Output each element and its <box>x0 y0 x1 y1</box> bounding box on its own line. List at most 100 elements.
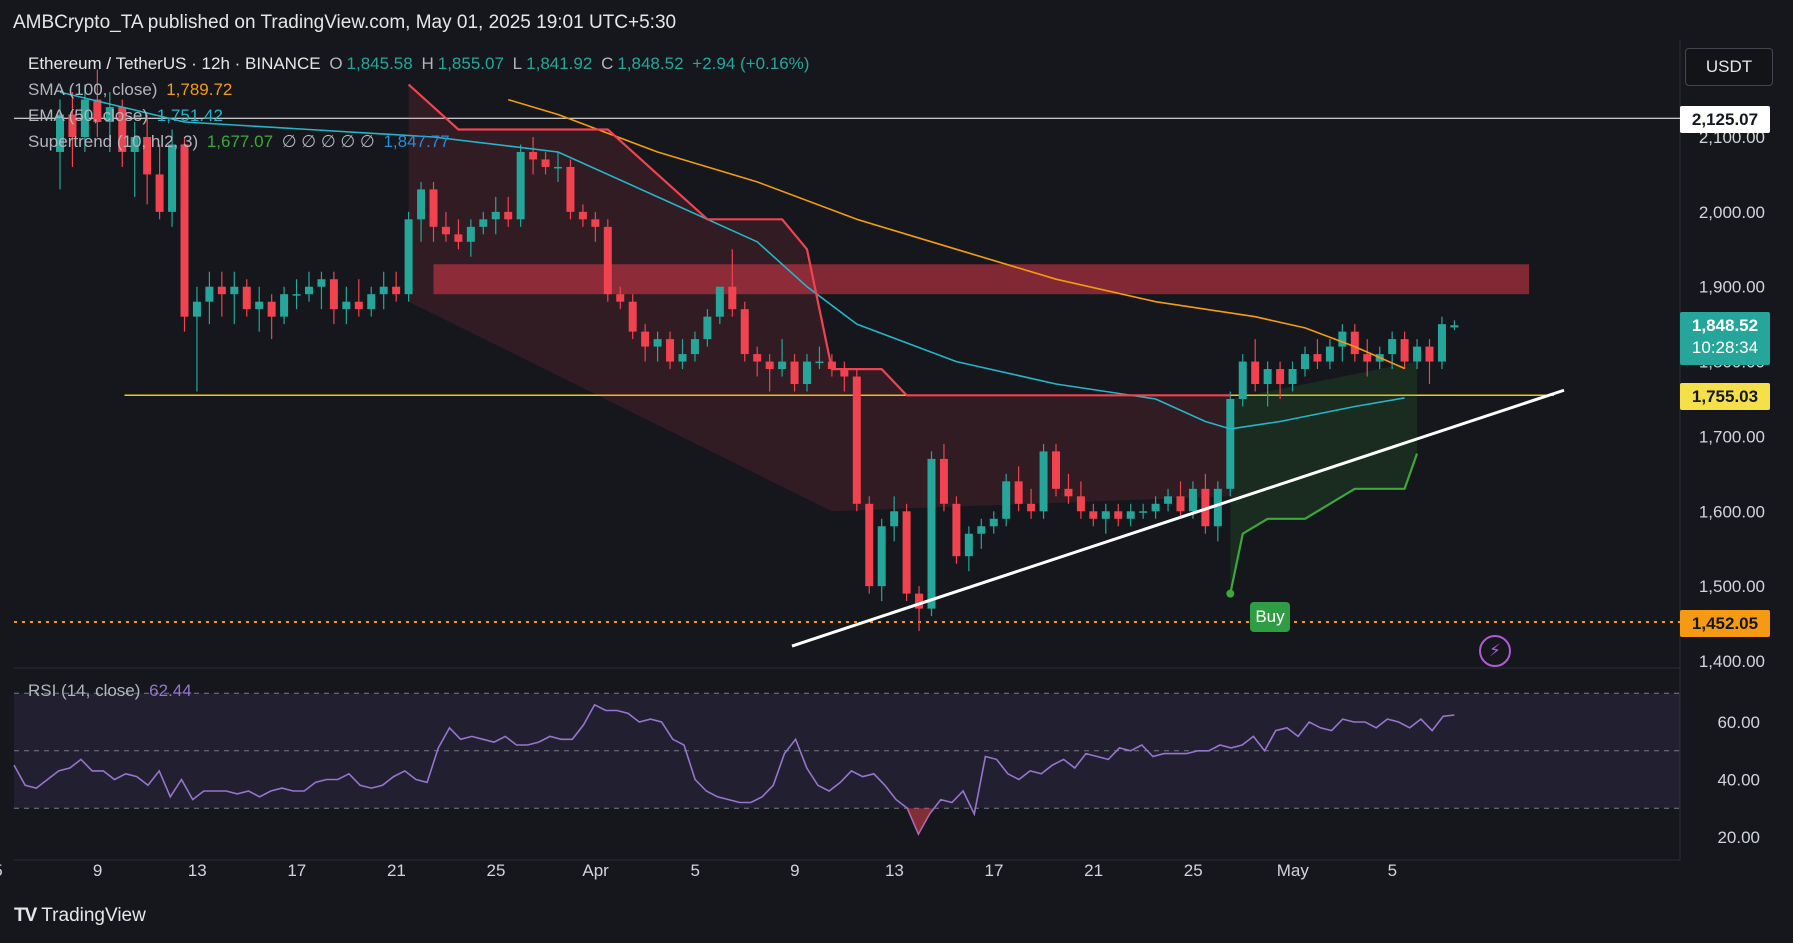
rsi-legend[interactable]: RSI (14, close) 62.44 <box>28 681 196 701</box>
supertrend-down-line <box>407 83 1231 397</box>
lightning-icon[interactable]: ⚡ <box>1479 635 1511 667</box>
candle-body <box>616 294 625 302</box>
x-tick-label: May <box>1277 861 1310 880</box>
candle-body <box>1251 361 1260 385</box>
candle-body <box>728 286 737 310</box>
candle-body <box>1014 481 1023 504</box>
candle-body <box>1226 399 1235 489</box>
supertrend-up-value: 1,677.07 <box>206 132 274 151</box>
candle-body <box>1164 496 1173 504</box>
x-tick-label: 25 <box>1184 861 1203 880</box>
rsi-line <box>13 703 1455 836</box>
candle-body <box>1139 511 1148 513</box>
candle-body <box>404 219 413 295</box>
candle-body <box>1188 488 1197 512</box>
candle-body <box>466 226 475 242</box>
currency-unit-button[interactable]: USDT <box>1685 48 1773 86</box>
sma-legend[interactable]: SMA (100, close) 1,789.72 <box>28 80 236 100</box>
symbol-name[interactable]: Ethereum / TetherUS · 12h · BINANCE <box>28 54 321 73</box>
candle-body <box>877 526 886 587</box>
candle-body <box>305 286 313 295</box>
candle-body <box>952 503 961 557</box>
candle-body <box>1350 331 1359 355</box>
rsi-value: 62.44 <box>149 681 192 700</box>
supertrend-legend[interactable]: Supertrend (10, hl2, 3) 1,677.07 ∅ ∅ ∅ ∅… <box>28 132 454 152</box>
candle-body <box>1450 325 1459 328</box>
candle-body <box>143 137 152 175</box>
candle-body <box>1027 503 1036 512</box>
candle-body <box>803 361 811 385</box>
rsi-tick-label: 20.00 <box>1717 828 1760 847</box>
candle-body <box>192 301 201 317</box>
x-tick-label: 13 <box>188 861 207 880</box>
candle-body <box>790 361 799 385</box>
candle-body <box>454 234 463 242</box>
candle-body <box>1276 369 1285 385</box>
buy-signal-badge: Buy <box>1250 602 1290 632</box>
candle-body <box>1114 511 1123 519</box>
candle-body <box>690 339 699 355</box>
candle-body <box>217 286 226 295</box>
candle-body <box>603 226 612 295</box>
supertrend-up-line <box>1229 453 1419 594</box>
candle-body <box>379 286 388 295</box>
candle-body <box>1076 496 1085 512</box>
x-tick-label: 13 <box>885 861 904 880</box>
y-tick-label: 1,900.00 <box>1699 278 1765 297</box>
candle-body <box>641 331 650 347</box>
candle-body <box>205 286 214 302</box>
candle-body <box>367 294 376 310</box>
candle-body <box>479 219 488 227</box>
candle-body <box>964 533 973 557</box>
candle-body <box>778 361 787 370</box>
candle-body <box>753 354 762 362</box>
ohlc-low: 1,841.92 <box>526 54 593 73</box>
candle-body <box>1388 339 1397 355</box>
x-tick-label: 9 <box>790 861 799 880</box>
x-tick-label: 5 <box>1388 861 1397 880</box>
symbol-legend: Ethereum / TetherUS · 12h · BINANCE O 1,8… <box>28 54 813 74</box>
tradingview-logo[interactable]: TV TradingView <box>14 905 146 927</box>
candle-body <box>1089 511 1098 519</box>
candle-body <box>977 526 986 534</box>
rsi-label: RSI (14, close) <box>28 681 141 700</box>
bar-countdown: 10:28:34 <box>1691 338 1759 357</box>
candle-body <box>1126 511 1135 519</box>
y-tick-label: 1,600.00 <box>1699 502 1765 521</box>
candle-body <box>1313 354 1322 362</box>
supertrend-up-fill <box>1230 361 1417 594</box>
candle-body <box>1288 369 1297 385</box>
last-price-tag: 1,848.52 10:28:34 <box>1680 312 1770 365</box>
candle-body <box>765 361 774 370</box>
candle-body <box>840 369 849 377</box>
candle-body <box>852 376 861 504</box>
price-tag-2125: 2,125.07 <box>1680 106 1770 133</box>
candle-body <box>890 511 899 527</box>
ema-legend[interactable]: EMA (50, close) 1,751.42 <box>28 106 227 126</box>
candle-body <box>715 286 724 317</box>
candle-body <box>591 219 600 227</box>
candle-body <box>292 294 301 296</box>
candle-body <box>105 107 114 123</box>
candle-body <box>1176 496 1185 512</box>
candle-body <box>541 159 550 167</box>
last-price-value: 1,848.52 <box>1691 316 1759 335</box>
candle-body <box>56 114 64 152</box>
candle-body <box>1052 451 1060 489</box>
candle-body <box>80 99 89 137</box>
candle-body <box>317 279 326 287</box>
ohlc-open-label: O <box>329 54 343 73</box>
candle-body <box>653 339 662 347</box>
candle-body <box>703 316 712 340</box>
candle-body <box>242 286 251 310</box>
publisher-caption: AMBCrypto_TA published on TradingView.co… <box>13 12 677 33</box>
price-tag-1452: 1,452.05 <box>1680 610 1770 637</box>
candle-body <box>516 151 525 220</box>
candle-body <box>230 286 239 295</box>
candle-body <box>1039 451 1048 512</box>
candle-body <box>180 144 189 317</box>
x-tick-label: 5 <box>690 861 699 880</box>
rsi-oversold-fill <box>907 808 933 835</box>
x-tick-label: 9 <box>93 861 102 880</box>
